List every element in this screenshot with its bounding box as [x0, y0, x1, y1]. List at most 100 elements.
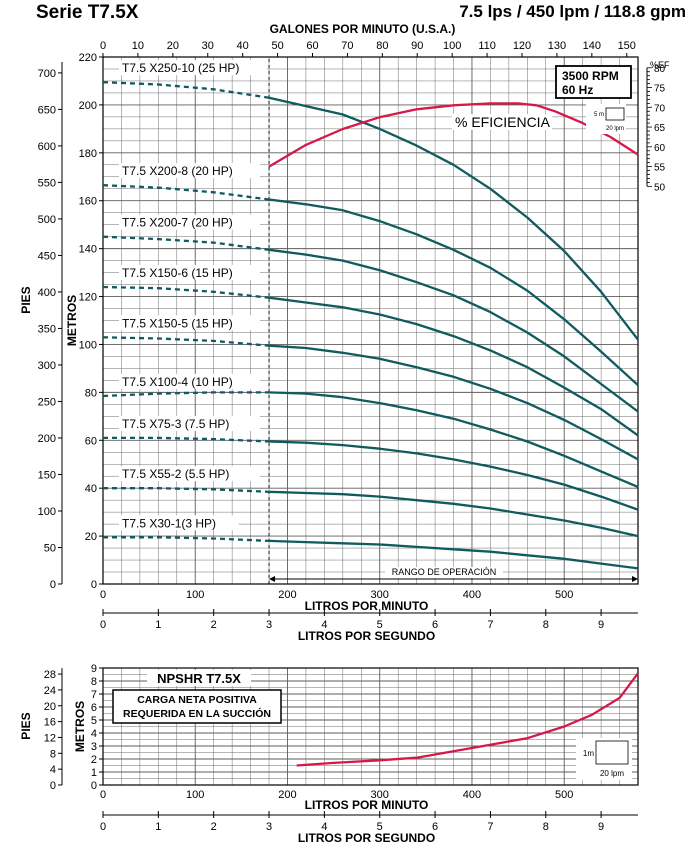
npsh-lps-tick-label: 8 [543, 821, 549, 833]
top-tick-label: 100 [443, 40, 461, 52]
x-tick-label: 0 [100, 589, 106, 601]
curve-label-bg [119, 264, 260, 280]
npsh-scale-key-y: 1m [583, 749, 594, 758]
pump-curve-3 [268, 296, 639, 437]
lps-tick-label: 3 [266, 619, 272, 631]
npsh-y-tick-label: 6 [91, 702, 97, 714]
pump-curve-1 [268, 198, 639, 387]
pump-curve-dashed-1 [102, 184, 270, 201]
pump-curve-0 [268, 96, 639, 341]
eff-axis-label: %EF [650, 60, 670, 70]
y-tick-label: 0 [91, 579, 97, 591]
y-tick-label: 20 [85, 531, 97, 543]
curve-label-bg [119, 163, 260, 179]
npsh-lps-tick-label: 0 [100, 821, 106, 833]
pump-curve-8 [268, 539, 639, 570]
pump-curve-4 [268, 344, 639, 461]
feet-tick-label: 500 [38, 214, 56, 226]
x-tick-label: 300 [371, 589, 389, 601]
feet-tick-label: 200 [38, 433, 56, 445]
y-tick-label: 120 [79, 292, 97, 304]
curve-label: T7.5 X250-10 (25 HP) [122, 61, 239, 75]
feet-tick-label: 250 [38, 396, 56, 408]
top-tick-label: 30 [202, 40, 214, 52]
npsh-y-tick-label: 0 [91, 780, 97, 792]
y-tick-label: 220 [79, 52, 97, 64]
top-tick-label: 40 [237, 40, 249, 52]
feet-tick-label: 50 [44, 542, 56, 554]
efficiency-curve [268, 102, 639, 168]
npsh-feet-tick-label: 8 [50, 748, 56, 760]
scale-key-x: 20 lpm [606, 126, 624, 132]
top-tick-label: 70 [341, 40, 353, 52]
npsh-lps-tick-label: 1 [155, 821, 161, 833]
npsh-y-tick-label: 7 [91, 689, 97, 701]
pump-curve-6 [268, 440, 639, 511]
curve-label-bg [119, 466, 260, 482]
top-tick-label: 60 [306, 40, 318, 52]
top-tick-label: 90 [411, 40, 423, 52]
top-tick-label: 50 [271, 40, 283, 52]
npsh-x-tick-label: 100 [186, 789, 204, 801]
arrow-head-right [632, 576, 638, 582]
npsh-lps-axis-label: LITROS POR SEGUNDO [298, 831, 435, 845]
npsh-feet-tick-label: 20 [44, 701, 56, 713]
x-tick-label: 400 [463, 589, 481, 601]
y-tick-label: 80 [85, 387, 97, 399]
top-tick-label: 10 [132, 40, 144, 52]
pump-curve-dashed-0 [102, 81, 270, 99]
feet-tick-label: 450 [38, 250, 56, 262]
curve-label: T7.5 X100-4 (10 HP) [122, 375, 233, 389]
x-tick-label: 100 [186, 589, 204, 601]
eff-tick-label: 50 [654, 182, 666, 193]
eff-tick-label: 75 [654, 84, 666, 95]
npsh-x-tick-label: 500 [555, 789, 573, 801]
pump-curve-5 [268, 391, 639, 489]
npsh-feet-tick-label: 12 [44, 732, 56, 744]
feet-tick-label: 700 [38, 68, 56, 80]
lps-tick-label: 4 [321, 619, 327, 631]
lps-tick-label: 6 [432, 619, 438, 631]
feet-tick-label: 650 [38, 104, 56, 116]
lps-axis-label: LITROS POR SEGUNDO [298, 629, 435, 643]
y-tick-label: 100 [79, 339, 97, 351]
lps-tick-label: 8 [543, 619, 549, 631]
efficiency-label-bg [452, 114, 552, 130]
npsh-note-line1: CARGA NETA POSITIVA [137, 694, 257, 706]
y-axis-label: METROS [65, 295, 79, 346]
npsh-feet-axis-label: PIES [19, 712, 33, 739]
x-axis-label: LITROS POR MINUTO [305, 599, 429, 613]
pump-curve-dashed-8 [103, 536, 270, 543]
npsh-y-tick-label: 2 [91, 754, 97, 766]
npsh-feet-tick-label: 0 [50, 780, 56, 792]
pump-curve-2 [268, 248, 639, 413]
y-tick-label: 140 [79, 244, 97, 256]
npsh-lps-tick-label: 3 [266, 821, 272, 833]
curve-label: T7.5 X200-7 (20 HP) [122, 216, 233, 230]
npsh-note-box [112, 689, 282, 724]
curve-label-bg [119, 373, 260, 389]
lps-tick-label: 0 [100, 619, 106, 631]
npsh-scale-key-x: 20 lpm [600, 769, 624, 778]
range-label-bg [385, 567, 503, 578]
operating-range-label: RANGO DE OPERACIÓN [392, 567, 497, 577]
top-tick-label: 20 [167, 40, 179, 52]
pump-curve-dashed-3 [102, 285, 270, 299]
top-tick-label: 110 [478, 40, 496, 52]
curve-label: T7.5 X30-1(3 HP) [122, 516, 216, 530]
curve-label-bg [119, 315, 260, 331]
npsh-lps-tick-label: 4 [321, 821, 327, 833]
y-tick-label: 40 [85, 483, 97, 495]
npsh-x-tick-label: 200 [278, 789, 296, 801]
npsh-y-tick-label: 9 [91, 663, 97, 675]
npsh-lps-tick-label: 5 [377, 821, 383, 833]
npsh-y-tick-label: 8 [91, 676, 97, 688]
curve-label: T7.5 X150-6 (15 HP) [122, 266, 233, 280]
eff-tick-label: 60 [654, 143, 666, 154]
curve-label-bg [119, 515, 239, 531]
npsh-y-tick-label: 3 [91, 741, 97, 753]
scale-key-box [605, 107, 625, 121]
lps-tick-label: 9 [598, 619, 604, 631]
npsh-lps-tick-label: 7 [487, 821, 493, 833]
